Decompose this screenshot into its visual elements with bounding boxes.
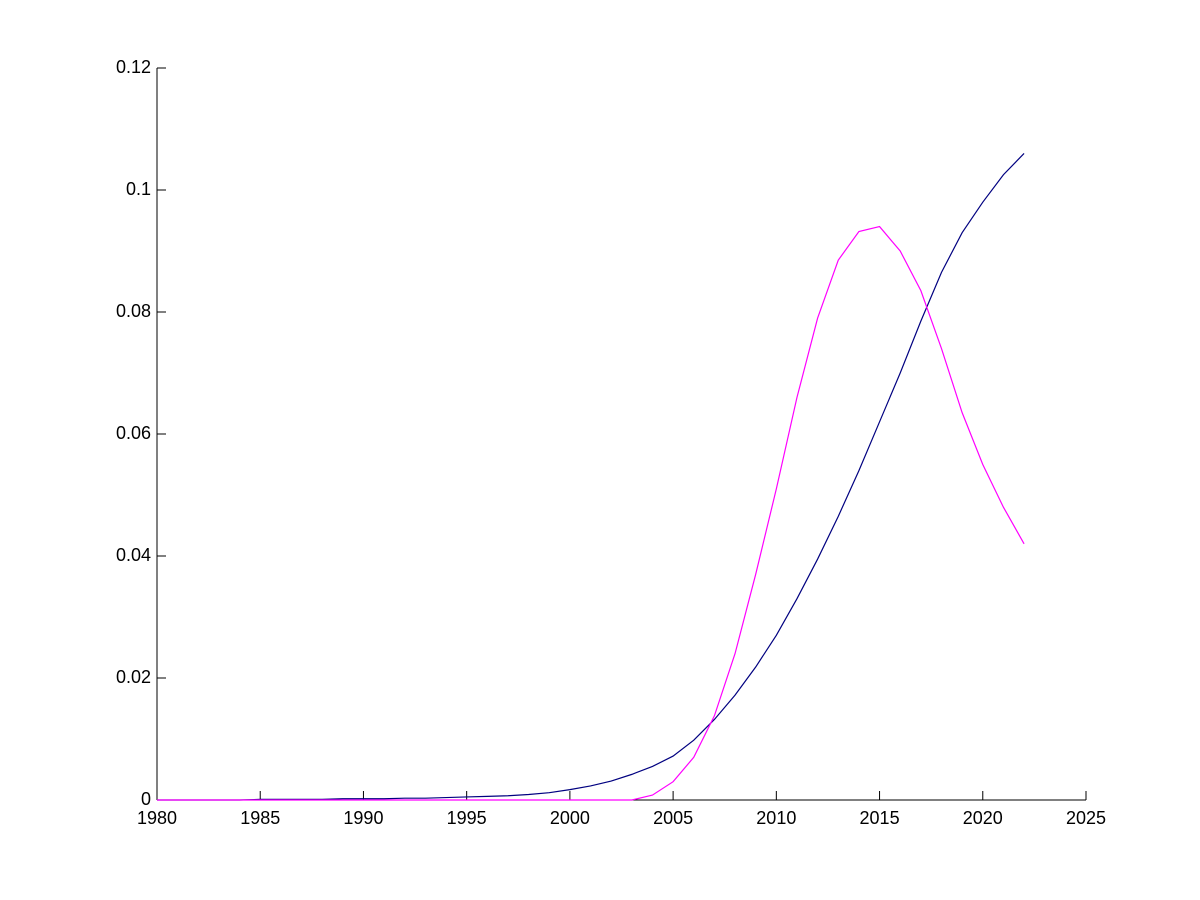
- x-tick-label: 1990: [343, 808, 383, 828]
- x-tick-label: 1985: [240, 808, 280, 828]
- x-tick-label: 1995: [447, 808, 487, 828]
- y-tick-label: 0.08: [116, 301, 151, 321]
- x-tick-label: 2005: [653, 808, 693, 828]
- x-tick-label: 2020: [963, 808, 1003, 828]
- y-tick-label: 0.02: [116, 667, 151, 687]
- y-tick-label: 0.04: [116, 545, 151, 565]
- x-tick-label: 2010: [756, 808, 796, 828]
- line-series: [157, 225, 1025, 801]
- x-tick-label: 2025: [1066, 808, 1106, 828]
- y-tick-label: 0.1: [126, 179, 151, 199]
- y-tick-label: 0: [141, 789, 151, 809]
- line-series: [157, 152, 1025, 801]
- y-tick-label: 0.06: [116, 423, 151, 443]
- x-tick-label: 2000: [550, 808, 590, 828]
- x-tick-label: 2015: [860, 808, 900, 828]
- x-tick-label: 1980: [137, 808, 177, 828]
- y-tick-label: 0.12: [116, 57, 151, 77]
